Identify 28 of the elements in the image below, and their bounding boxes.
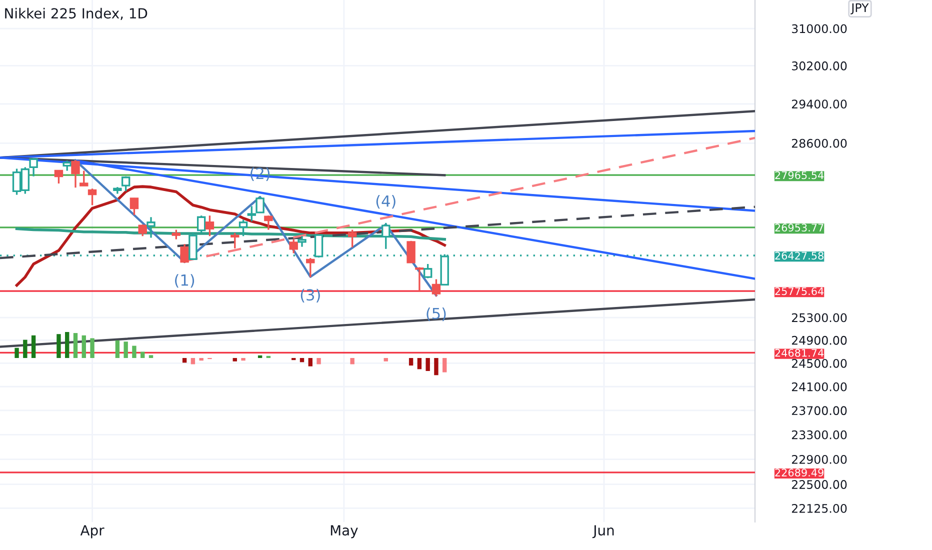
y-tick-label: 23700.00 bbox=[792, 406, 847, 416]
annotation: (1) bbox=[175, 274, 194, 288]
annotation: (4) bbox=[376, 195, 396, 209]
ref-line-label: 27965.54 bbox=[775, 171, 824, 180]
y-tick-label: 29400.00 bbox=[792, 100, 847, 109]
ref-line-label: 26953.77 bbox=[775, 224, 824, 232]
text: JPY bbox=[850, 3, 869, 14]
text: Nikkei 225 Index, 1D bbox=[5, 8, 148, 20]
ref-line-label: 26427.58 bbox=[775, 252, 824, 260]
y-tick-label: 28600.00 bbox=[792, 138, 847, 148]
y-tick-label: 30200.00 bbox=[792, 61, 847, 70]
y-tick-label: 31000.00 bbox=[792, 24, 847, 34]
annotation: (3) bbox=[300, 288, 320, 302]
y-tick-label: 24500.00 bbox=[792, 358, 847, 368]
y-tick-label: 22900.00 bbox=[792, 454, 847, 464]
y-tick-label: 22125.00 bbox=[792, 504, 847, 513]
y-tick-label: 25300.00 bbox=[792, 313, 847, 322]
ref-line-label: 22689.49 bbox=[775, 468, 824, 477]
annotation: (5) bbox=[426, 307, 446, 322]
y-tick-label: 23300.00 bbox=[792, 430, 847, 440]
ref-line-label: 24681.74 bbox=[775, 348, 824, 357]
x-tick-label: Apr bbox=[80, 525, 104, 538]
y-tick-label: 22500.00 bbox=[792, 480, 847, 489]
ref-line-label: 25775.64 bbox=[775, 287, 824, 296]
x-tick-label: Jun bbox=[592, 525, 614, 538]
x-tick-label: May bbox=[330, 525, 358, 538]
y-tick-label: 24100.00 bbox=[792, 382, 847, 392]
y-tick-label: 24900.00 bbox=[792, 336, 847, 345]
